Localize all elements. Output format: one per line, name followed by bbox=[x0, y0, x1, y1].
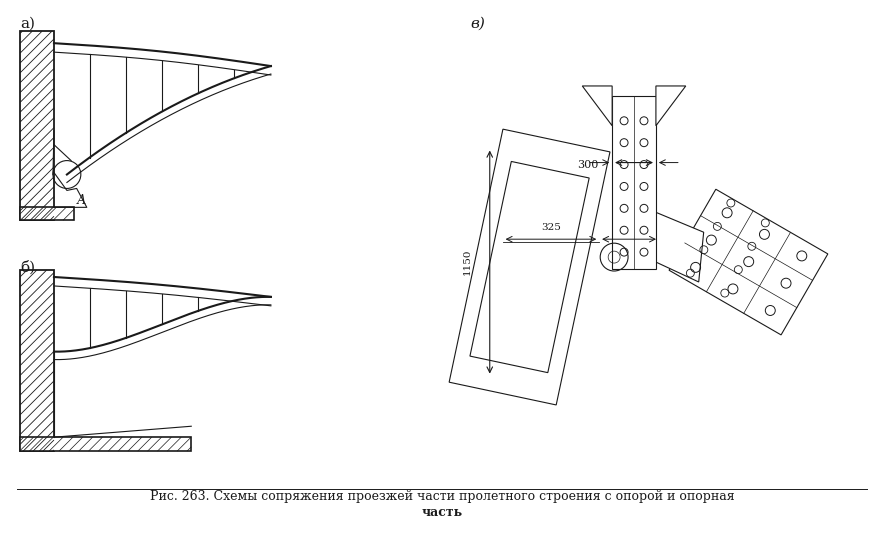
Text: а): а) bbox=[20, 17, 35, 30]
Text: Узел А: Узел А bbox=[689, 251, 731, 264]
Polygon shape bbox=[20, 31, 54, 220]
Text: 325: 325 bbox=[541, 223, 560, 232]
Polygon shape bbox=[20, 437, 191, 451]
Text: А: А bbox=[77, 194, 87, 208]
Polygon shape bbox=[669, 189, 827, 335]
Polygon shape bbox=[656, 213, 704, 282]
Polygon shape bbox=[612, 96, 656, 269]
Text: б): б) bbox=[20, 260, 35, 274]
Text: Рис. 263. Схемы сопряжения проезжей части пролетного строения с опорой и опорная: Рис. 263. Схемы сопряжения проезжей част… bbox=[149, 490, 735, 503]
Polygon shape bbox=[656, 86, 686, 126]
Text: в): в) bbox=[470, 17, 484, 30]
Polygon shape bbox=[20, 270, 54, 451]
Text: часть: часть bbox=[422, 506, 462, 519]
Text: 300: 300 bbox=[577, 160, 598, 169]
Polygon shape bbox=[470, 161, 589, 373]
Text: 360: 360 bbox=[619, 223, 639, 232]
Polygon shape bbox=[449, 129, 610, 405]
Polygon shape bbox=[583, 86, 612, 126]
Text: 1150: 1150 bbox=[463, 249, 472, 275]
Polygon shape bbox=[20, 208, 74, 220]
